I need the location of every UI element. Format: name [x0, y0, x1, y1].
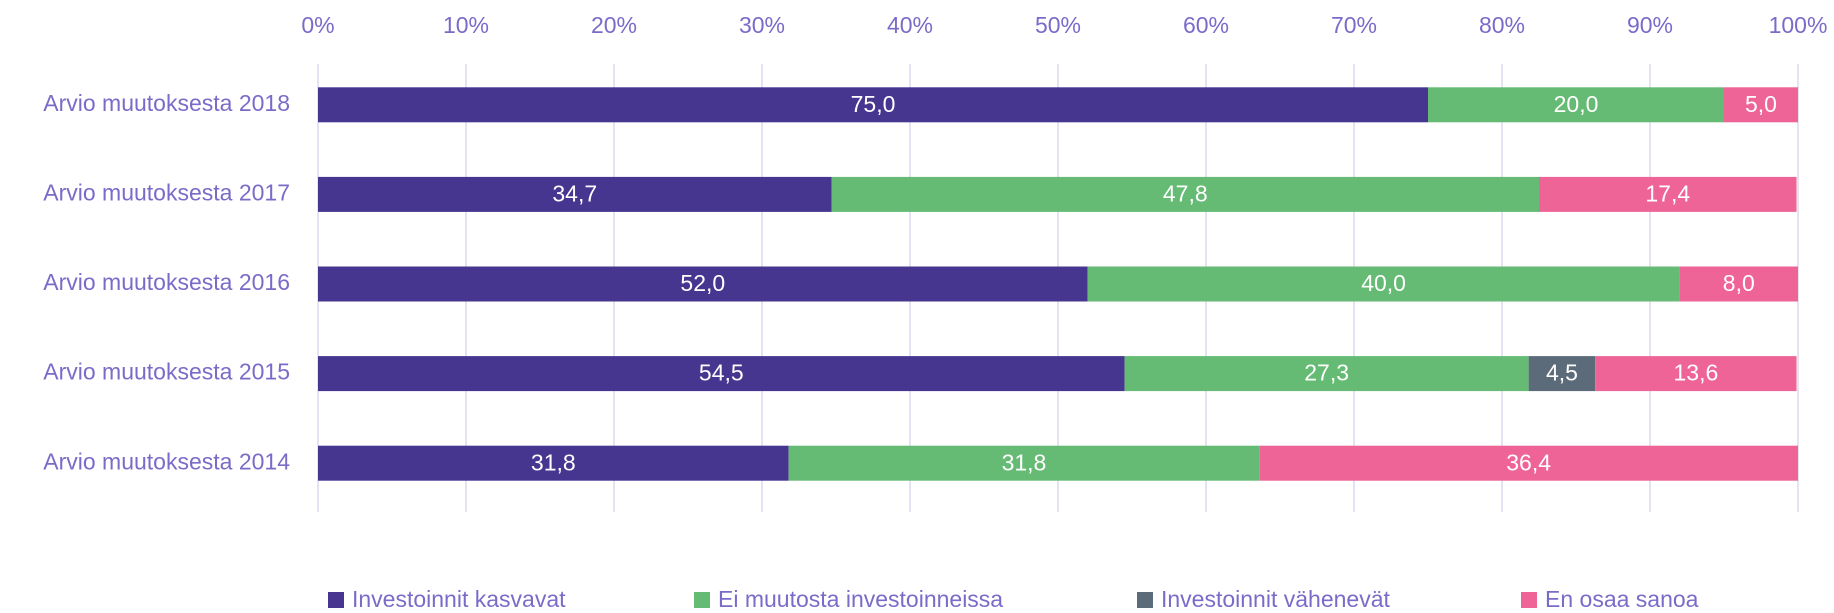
data-label: 40,0: [1361, 270, 1406, 296]
legend-label: Investoinnit vähenevät: [1161, 586, 1390, 612]
data-label: 36,4: [1506, 449, 1551, 475]
bar-segment: [1428, 87, 1724, 123]
bar-segment: [1679, 266, 1798, 302]
data-label: 34,7: [552, 180, 597, 206]
legend-swatch: [694, 592, 710, 608]
bar-segment: [788, 445, 1260, 481]
y-tick-label: Arvio muutoksesta 2015: [43, 359, 290, 385]
bar-segment: [1259, 445, 1798, 481]
data-label: 13,6: [1673, 360, 1718, 386]
x-tick-label: 90%: [1627, 12, 1673, 38]
bar-segment: [318, 176, 832, 212]
x-tick-label: 60%: [1183, 12, 1229, 38]
x-tick-label: 70%: [1331, 12, 1377, 38]
legend-label: Ei muutosta investoinneissa: [718, 586, 1003, 612]
x-tick-label: 100%: [1769, 12, 1828, 38]
legend-swatch: [1137, 592, 1153, 608]
data-label: 5,0: [1745, 91, 1777, 117]
bar-segment: [318, 356, 1125, 392]
x-tick-label: 20%: [591, 12, 637, 38]
data-label: 17,4: [1645, 180, 1690, 206]
x-tick-label: 40%: [887, 12, 933, 38]
x-tick-label: 10%: [443, 12, 489, 38]
data-label: 31,8: [1002, 449, 1047, 475]
bar-segment: [1124, 356, 1529, 392]
data-label: 20,0: [1554, 91, 1599, 117]
data-label: 52,0: [680, 270, 725, 296]
legend-label: En osaa sanoa: [1545, 586, 1699, 612]
bar-segment: [1724, 87, 1798, 123]
bar-segment: [318, 445, 789, 481]
bar-segment: [1595, 356, 1797, 392]
data-label: 75,0: [851, 91, 896, 117]
x-tick-label: 30%: [739, 12, 785, 38]
data-label: 54,5: [699, 360, 744, 386]
y-tick-label: Arvio muutoksesta 2018: [43, 90, 290, 116]
data-label: 8,0: [1723, 270, 1755, 296]
bar-segment: [318, 266, 1088, 302]
bar-segment: [1539, 176, 1797, 212]
data-label: 47,8: [1163, 180, 1208, 206]
y-tick-label: Arvio muutoksesta 2017: [43, 179, 290, 205]
x-tick-label: 50%: [1035, 12, 1081, 38]
bar-segment: [1528, 356, 1596, 392]
bar-segment: [1087, 266, 1680, 302]
data-label: 31,8: [531, 449, 576, 475]
legend-swatch: [1521, 592, 1537, 608]
legend-swatch: [328, 592, 344, 608]
x-tick-label: 80%: [1479, 12, 1525, 38]
bar-segment: [831, 176, 1539, 212]
bar-segment: [318, 87, 1428, 123]
y-tick-label: Arvio muutoksesta 2016: [43, 269, 290, 295]
y-tick-label: Arvio muutoksesta 2014: [43, 448, 290, 474]
legend-label: Investoinnit kasvavat: [352, 586, 566, 612]
data-label: 27,3: [1304, 360, 1349, 386]
data-label: 4,5: [1546, 360, 1578, 386]
x-tick-label: 0%: [301, 12, 334, 38]
